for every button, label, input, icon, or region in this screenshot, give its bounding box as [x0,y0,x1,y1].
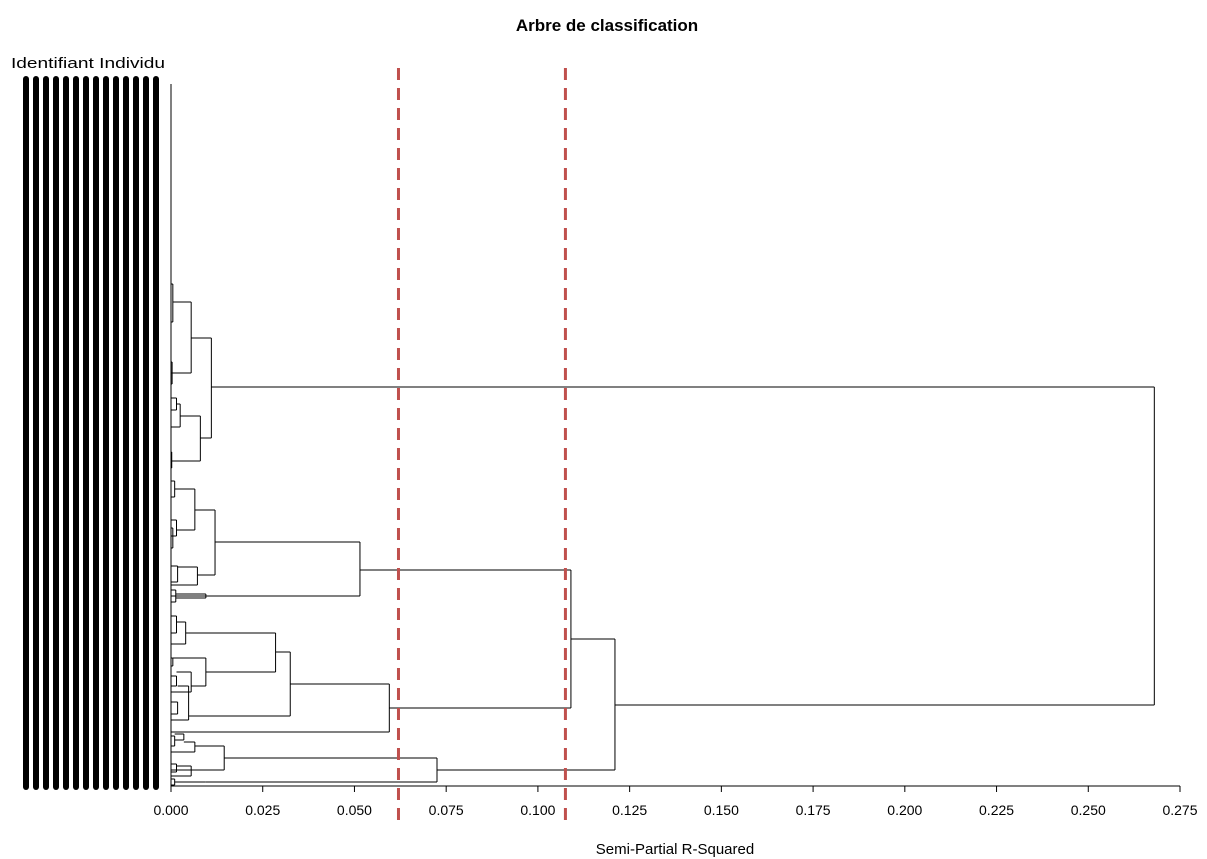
leaf-label-bar [23,76,29,790]
leaf-label-bar [93,76,99,790]
chart-title: Arbre de classification [516,16,698,35]
x-tick-label: 0.250 [1071,802,1106,818]
dendrogram-tree [170,84,1155,786]
x-tick-label: 0.275 [1162,802,1197,818]
leaf-label-bar [53,76,59,790]
leaf-label-bar [133,76,139,790]
x-tick-label: 0.175 [796,802,831,818]
leaf-label-bar [43,76,49,790]
x-tick-label: 0.150 [704,802,739,818]
x-tick-label: 0.200 [887,802,922,818]
leaf-label-bars [23,76,159,790]
x-tick-label: 0.225 [979,802,1014,818]
x-axis: 0.000 0.025 0.050 0.075 0.100 0.125 0.150 0.175… [153,785,1198,818]
leaf-label-bar [153,76,159,790]
leaf-label-bar [73,76,79,790]
x-tick-label: 0.050 [337,802,372,818]
leaf-label-bar [143,76,149,790]
x-tick-label: 0.100 [520,802,555,818]
leaf-label-bar [123,76,129,790]
leaf-label-bar [63,76,69,790]
x-axis-label: Semi-Partial R-Squared [596,841,754,858]
leaf-label-bar [113,76,119,790]
leaf-label-bar [33,76,39,790]
x-tick-label: 0.000 [153,802,188,818]
y-axis-label: Identifiant Individu [11,55,165,72]
leaf-label-bar [103,76,109,790]
x-tick-label: 0.025 [245,802,280,818]
x-tick-label: 0.075 [429,802,464,818]
x-tick-label: 0.125 [612,802,647,818]
leaf-label-bar [83,76,89,790]
cut-lines [396,68,567,827]
